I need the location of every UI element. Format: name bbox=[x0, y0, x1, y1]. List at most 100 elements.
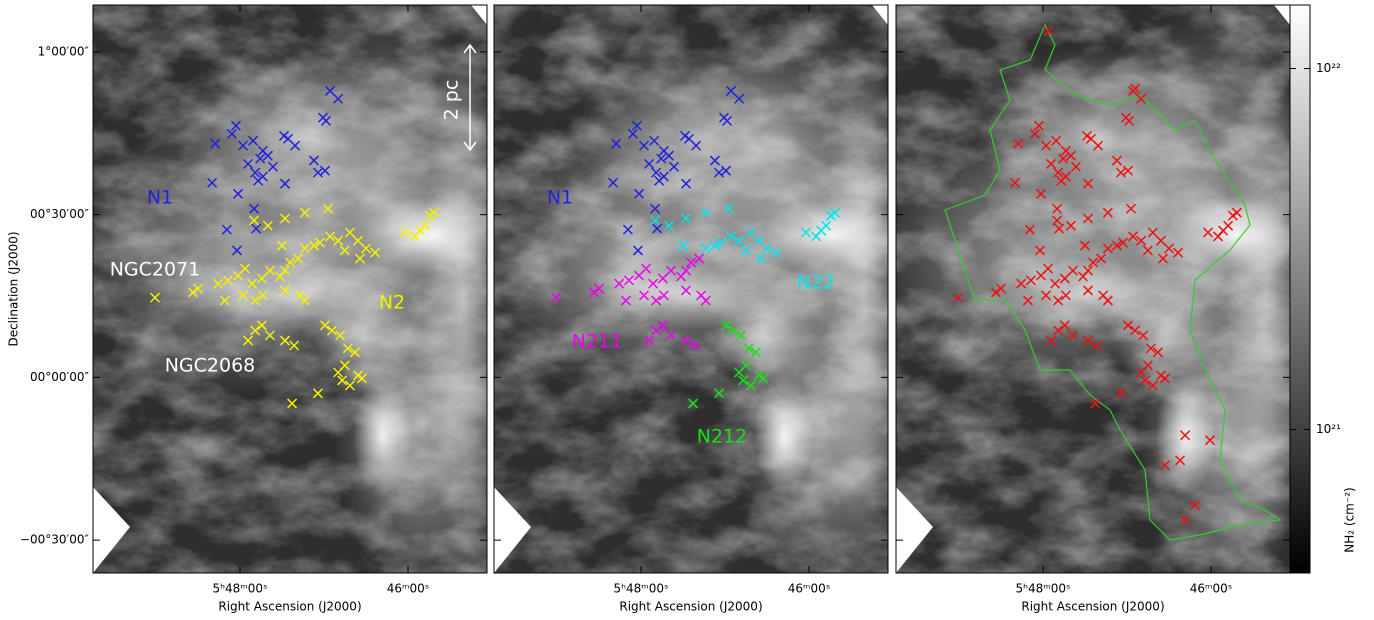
clump-marker bbox=[308, 155, 319, 166]
clump-marker bbox=[187, 287, 198, 298]
clump-marker bbox=[314, 237, 326, 248]
clump-marker bbox=[588, 287, 599, 298]
image bbox=[93, 5, 487, 573]
clump-marker bbox=[713, 167, 724, 178]
clump-marker bbox=[700, 207, 711, 218]
y-tick-label: 1°00′00″ bbox=[38, 44, 90, 58]
clump-marker bbox=[349, 347, 360, 358]
clump-marker bbox=[686, 257, 697, 268]
clump-marker bbox=[1142, 245, 1153, 256]
clump-marker bbox=[650, 215, 661, 226]
clump-marker bbox=[1043, 26, 1054, 37]
clump-marker bbox=[210, 138, 221, 149]
clump-marker bbox=[249, 203, 260, 214]
clump-marker bbox=[1059, 273, 1070, 284]
clump-marker bbox=[738, 375, 749, 386]
frame bbox=[92, 4, 488, 574]
clump-marker bbox=[262, 220, 273, 231]
clump-marker bbox=[638, 290, 650, 301]
clump-marker bbox=[593, 283, 605, 294]
clump-marker bbox=[1034, 245, 1046, 256]
colorbar-tick-label: 10²¹ bbox=[1316, 422, 1341, 436]
clump-marker bbox=[627, 128, 638, 139]
y-tick-label: 00°30′00″ bbox=[30, 207, 90, 221]
clump-marker bbox=[213, 278, 224, 289]
clump-marker bbox=[237, 140, 249, 151]
clump-marker bbox=[339, 245, 350, 256]
clump-marker bbox=[250, 325, 261, 336]
clump-marker bbox=[1025, 275, 1036, 286]
x-axis-label: Right Ascension (J2000) bbox=[619, 600, 762, 614]
clump-marker bbox=[743, 343, 754, 354]
clump-marker bbox=[1056, 175, 1067, 186]
clump-marker bbox=[652, 223, 663, 234]
clump-marker bbox=[649, 135, 660, 146]
clump-marker bbox=[243, 158, 254, 169]
clump-marker bbox=[680, 213, 692, 224]
clump-marker bbox=[690, 340, 701, 351]
clump-marker bbox=[651, 325, 662, 336]
clump-marker bbox=[663, 150, 674, 161]
clump-marker bbox=[750, 347, 761, 358]
clump-marker bbox=[1136, 93, 1147, 104]
clump-marker bbox=[207, 177, 218, 188]
clump-marker bbox=[344, 380, 355, 391]
clump-marker bbox=[267, 161, 278, 172]
clump-marker bbox=[1033, 120, 1045, 131]
clump-marker bbox=[680, 178, 692, 189]
clump-marker bbox=[1163, 243, 1175, 254]
clump-marker bbox=[1152, 347, 1163, 358]
clump-marker bbox=[1054, 223, 1065, 234]
clump-marker bbox=[240, 263, 251, 274]
clump-marker bbox=[1065, 150, 1076, 161]
clump-marker bbox=[608, 177, 619, 188]
clump-marker bbox=[1159, 373, 1171, 384]
clump-marker bbox=[1180, 430, 1191, 441]
clump-marker bbox=[287, 398, 298, 409]
clump-marker bbox=[1136, 367, 1147, 378]
clump-marker bbox=[319, 165, 331, 176]
clump-marker bbox=[718, 112, 730, 123]
clump-marker bbox=[745, 380, 756, 391]
colorbar-label: NH₂ (cm⁻²) bbox=[1343, 487, 1357, 552]
clump-marker bbox=[232, 188, 244, 199]
clump-marker bbox=[1079, 240, 1091, 251]
nebula-texture bbox=[896, 5, 1290, 573]
clump-marker bbox=[1102, 243, 1113, 254]
clump-marker bbox=[279, 285, 291, 296]
annotation: NGC2071 bbox=[110, 259, 201, 281]
clump-marker bbox=[333, 235, 344, 246]
clump-marker bbox=[255, 153, 266, 164]
clump-marker bbox=[370, 247, 381, 258]
clump-marker bbox=[1070, 161, 1081, 172]
clump-marker bbox=[289, 340, 300, 351]
clump-marker bbox=[656, 153, 667, 164]
clump-marker bbox=[821, 220, 832, 231]
clump-marker bbox=[1090, 398, 1101, 409]
clump-marker bbox=[1010, 177, 1021, 188]
clump-marker bbox=[1130, 325, 1141, 336]
clump-marker bbox=[668, 161, 679, 172]
clump-marker bbox=[734, 235, 745, 246]
clump-marker bbox=[1016, 278, 1027, 289]
clump-marker bbox=[356, 373, 368, 384]
clump-marker bbox=[632, 245, 644, 256]
clump-marker bbox=[231, 245, 243, 256]
clump-marker bbox=[1013, 138, 1024, 149]
clump-marker bbox=[726, 85, 737, 96]
clump-marker bbox=[622, 224, 633, 235]
clump-marker bbox=[1111, 240, 1122, 251]
clump-marker bbox=[1111, 155, 1122, 166]
clump-marker bbox=[279, 178, 291, 189]
clump-marker bbox=[219, 295, 230, 306]
clump-marker bbox=[677, 240, 689, 251]
clump-marker bbox=[1128, 231, 1139, 242]
clump-marker bbox=[279, 213, 291, 224]
clump-marker bbox=[250, 295, 261, 306]
clump-marker bbox=[276, 240, 288, 251]
group-label: N1 bbox=[547, 187, 573, 209]
clump-marker bbox=[253, 175, 264, 186]
clump-marker bbox=[308, 240, 319, 251]
clump-marker bbox=[654, 175, 665, 186]
clump-marker bbox=[1024, 224, 1035, 235]
